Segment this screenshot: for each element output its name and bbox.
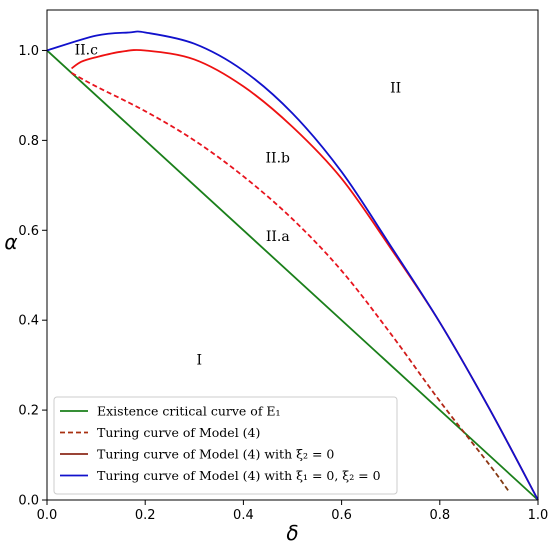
region-label-1: II.c (75, 42, 99, 58)
x-tick-label: 0.0 (37, 508, 58, 523)
legend-box (53, 396, 398, 495)
series-line-4 (46, 30, 539, 501)
y-tick-label: 0.4 (18, 314, 39, 329)
legend: Existence critical curve of E₁ Turing cur… (53, 396, 398, 495)
y-tick-label: 0.2 (18, 404, 39, 419)
region-label-2: II (390, 81, 401, 97)
legend-entry-label: Turing curve of Model (4) (97, 425, 260, 440)
legend-entry-label: Turing curve of Model (4) with ξ₂ = 0 (97, 447, 334, 462)
series-line-1 (46, 49, 539, 501)
x-tick-label: 0.2 (135, 508, 156, 523)
y-tick-label: 0.8 (18, 134, 39, 149)
series-line-2 (71, 72, 510, 492)
y-tick-label: 0.6 (18, 224, 39, 239)
x-axis-label: δ (286, 521, 298, 545)
y-tick-label: 0.0 (18, 494, 39, 509)
y-tick-label: 1.0 (18, 44, 39, 59)
region-label-4: II.a (266, 229, 290, 245)
x-tick-label: 0.6 (331, 508, 352, 523)
axes-layer: 0.0 0.2 0.4 0.6 0.8 1.0 0.0 0.2 0.4 0.6 0.8 1.0 (18, 9, 549, 523)
legend-entry-label: Turing curve of Model (4) with ξ₁ = 0, ξ… (97, 468, 381, 483)
x-tick-label: 1.0 (528, 508, 549, 523)
y-axis-label: α (4, 230, 17, 254)
region-label-5: I (196, 353, 202, 369)
region-label-3: II.b (266, 150, 291, 166)
annotation-layer: II.c II II.b II.a I (75, 42, 402, 368)
legend-entry-label: Existence critical curve of E₁ (97, 404, 281, 419)
series-layer (46, 30, 539, 501)
x-tick-label: 0.4 (233, 508, 254, 523)
x-tick-label: 0.8 (429, 508, 450, 523)
plot-frame (46, 9, 539, 501)
